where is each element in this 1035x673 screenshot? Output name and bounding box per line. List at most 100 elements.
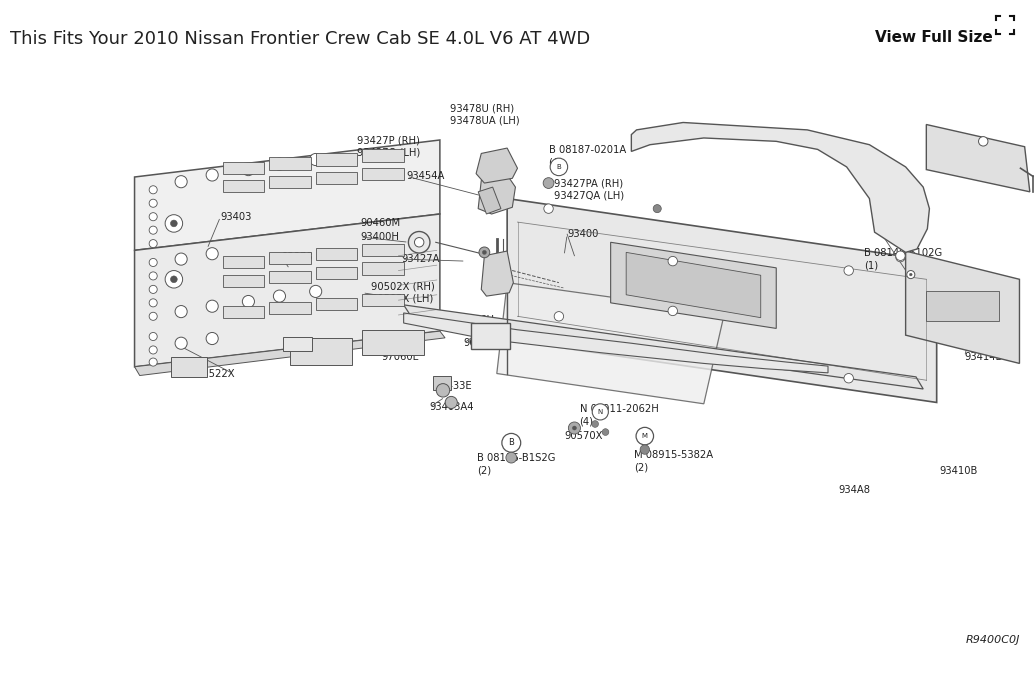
Circle shape <box>978 137 988 146</box>
Text: This Fits Your 2010 Nissan Frontier Crew Cab SE 4.0L V6 AT 4WD: This Fits Your 2010 Nissan Frontier Crew… <box>10 30 590 48</box>
Circle shape <box>895 251 906 260</box>
Text: 90522X: 90522X <box>197 369 235 378</box>
Circle shape <box>149 226 157 234</box>
Text: 90506N: 90506N <box>464 339 503 348</box>
Circle shape <box>171 220 177 227</box>
Text: 93427PA (RH)
93427QA (LH): 93427PA (RH) 93427QA (LH) <box>554 178 624 201</box>
Polygon shape <box>626 252 761 318</box>
Polygon shape <box>926 125 1030 192</box>
Circle shape <box>206 332 218 345</box>
Text: N: N <box>597 409 603 415</box>
Circle shape <box>149 240 157 248</box>
Bar <box>362 294 404 306</box>
Text: 93480: 93480 <box>882 229 913 239</box>
Circle shape <box>242 295 255 308</box>
Bar <box>269 302 310 314</box>
Circle shape <box>844 374 854 383</box>
Text: View Full Size: View Full Size <box>875 30 993 45</box>
Circle shape <box>309 153 322 166</box>
Circle shape <box>592 404 609 420</box>
Circle shape <box>309 285 322 297</box>
Text: 93478U (RH)
93478UA (LH): 93478U (RH) 93478UA (LH) <box>450 103 520 126</box>
Bar <box>316 153 357 166</box>
Circle shape <box>175 306 187 318</box>
Circle shape <box>171 276 177 283</box>
Circle shape <box>637 427 653 445</box>
Text: 93878: 93878 <box>282 252 313 262</box>
Circle shape <box>640 445 650 454</box>
Text: M 08915-5382A
(2): M 08915-5382A (2) <box>634 450 713 472</box>
Bar <box>316 298 357 310</box>
Text: 93433E: 93433E <box>435 381 472 390</box>
Text: B 08116-B1S2G
(2): B 08116-B1S2G (2) <box>477 453 556 476</box>
Bar <box>223 256 264 268</box>
Bar <box>433 376 451 390</box>
Bar <box>362 262 404 275</box>
Text: SEE SEC.
99B: SEE SEC. 99B <box>950 318 995 341</box>
Circle shape <box>166 271 182 288</box>
Text: R9400C0J: R9400C0J <box>966 635 1021 645</box>
Circle shape <box>206 169 218 181</box>
Text: M: M <box>642 433 648 439</box>
Circle shape <box>149 258 157 267</box>
Bar <box>223 275 264 287</box>
Circle shape <box>907 271 915 279</box>
Polygon shape <box>135 140 440 250</box>
Text: 93427P (RH)
93427Q (LH): 93427P (RH) 93427Q (LH) <box>357 135 420 158</box>
Text: 90570X: 90570X <box>564 431 602 441</box>
Bar <box>316 172 357 184</box>
Polygon shape <box>611 242 776 328</box>
Bar <box>362 330 424 355</box>
Circle shape <box>572 426 576 430</box>
Circle shape <box>543 178 554 188</box>
Text: 93403: 93403 <box>220 212 252 221</box>
Text: 93403A4: 93403A4 <box>430 402 474 412</box>
Text: B: B <box>557 164 561 170</box>
Bar <box>316 248 357 260</box>
Circle shape <box>502 433 521 452</box>
Text: 93454A: 93454A <box>407 172 445 181</box>
Polygon shape <box>906 251 1019 363</box>
Polygon shape <box>507 199 937 402</box>
Circle shape <box>436 384 450 397</box>
Bar <box>290 338 352 365</box>
Circle shape <box>175 253 187 265</box>
Text: 93410B: 93410B <box>940 466 978 476</box>
Circle shape <box>668 306 678 316</box>
Circle shape <box>844 266 854 275</box>
Polygon shape <box>631 122 929 252</box>
Circle shape <box>414 238 424 247</box>
Polygon shape <box>404 305 923 389</box>
Bar <box>471 323 510 349</box>
Bar <box>362 244 404 256</box>
Bar <box>171 357 207 377</box>
Polygon shape <box>478 187 501 214</box>
Text: B: B <box>508 438 514 448</box>
Bar <box>269 252 310 264</box>
Circle shape <box>175 176 187 188</box>
Text: B 08146-6102G
(1): B 08146-6102G (1) <box>864 248 943 271</box>
Circle shape <box>551 158 567 176</box>
Circle shape <box>273 290 286 302</box>
Circle shape <box>175 337 187 349</box>
Text: 93427A: 93427A <box>402 254 440 264</box>
Circle shape <box>668 256 678 266</box>
Circle shape <box>482 250 486 254</box>
Bar <box>223 180 264 192</box>
Text: 90502X (RH)
90503X (LH): 90502X (RH) 90503X (LH) <box>371 281 435 304</box>
Circle shape <box>149 199 157 207</box>
Text: N 08911-2062H
(4): N 08911-2062H (4) <box>580 404 658 427</box>
Circle shape <box>149 186 157 194</box>
Circle shape <box>409 232 430 253</box>
Circle shape <box>592 421 598 427</box>
Circle shape <box>149 346 157 354</box>
Bar <box>269 271 310 283</box>
Text: 93400: 93400 <box>567 229 598 239</box>
Circle shape <box>554 312 564 321</box>
Circle shape <box>166 215 182 232</box>
Text: 90460M: 90460M <box>360 219 401 228</box>
Text: 97060E: 97060E <box>381 352 419 361</box>
Circle shape <box>242 164 255 176</box>
Polygon shape <box>135 331 445 376</box>
Bar <box>316 267 357 279</box>
